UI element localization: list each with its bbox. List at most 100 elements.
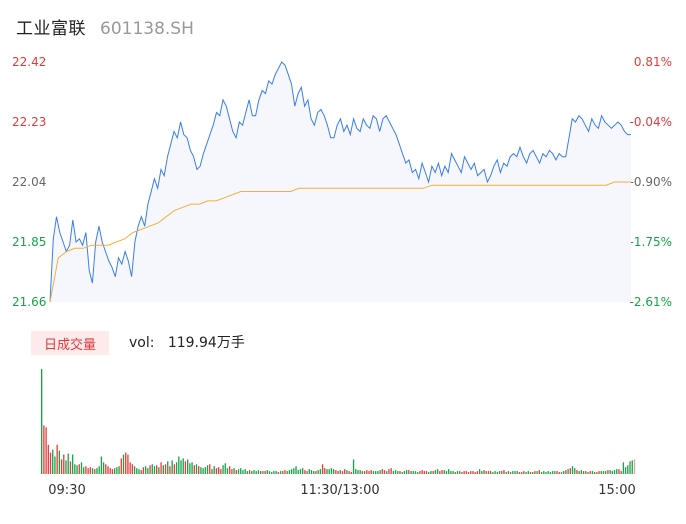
price-area-fill	[50, 62, 631, 302]
volume-bar	[213, 466, 215, 474]
volume-bar	[585, 471, 587, 474]
volume-bar	[100, 456, 103, 474]
volume-bar	[414, 471, 417, 474]
volume-bar	[151, 464, 153, 474]
volume-bar	[198, 466, 200, 474]
volume-bar	[565, 470, 567, 474]
volume-bar	[153, 466, 156, 474]
volume-bar	[339, 470, 341, 474]
volume-bar	[193, 465, 195, 474]
volume-bar	[304, 470, 306, 474]
volume-bar	[158, 467, 160, 474]
y-tick-left: 22.42	[12, 55, 46, 69]
volume-bar	[463, 471, 465, 474]
volume-bar	[445, 471, 448, 474]
volume-bar	[631, 460, 633, 474]
volume-bar	[487, 471, 490, 474]
volume-bar	[405, 470, 408, 474]
volume-bar	[328, 469, 330, 474]
y-tick-right: -0.90%	[630, 175, 672, 189]
volume-bar	[133, 466, 136, 474]
volume-bar	[246, 471, 249, 474]
volume-bar	[308, 469, 310, 474]
volume-bar	[609, 470, 611, 474]
volume-bar	[211, 469, 213, 474]
volume-bar	[242, 470, 244, 474]
volume-bar	[401, 472, 403, 474]
vol-label: vol:	[129, 335, 155, 351]
daily-volume-tab[interactable]: 日成交量	[31, 331, 109, 355]
volume-bar	[275, 471, 277, 474]
volume-bar	[481, 471, 483, 474]
volume-bar	[54, 456, 56, 474]
x-tick: 09:30	[48, 483, 85, 498]
volume-bar	[224, 463, 226, 474]
volume-bar	[313, 471, 315, 474]
volume-bar	[344, 469, 346, 474]
y-tick-right: -2.61%	[630, 295, 672, 309]
volume-bar	[41, 368, 43, 474]
volume-bar	[142, 467, 145, 474]
volume-bar	[580, 470, 583, 474]
volume-bar	[370, 470, 372, 474]
volume-bar	[122, 454, 125, 474]
volume-bar	[629, 461, 631, 474]
volume-bar	[169, 466, 171, 474]
volume-bar	[271, 472, 273, 474]
volume-bar	[563, 471, 565, 474]
volume-bar	[302, 468, 304, 474]
volume-bar	[297, 470, 299, 474]
volume-bar	[240, 468, 242, 474]
volume-bar	[381, 469, 383, 474]
volume-bar	[98, 466, 100, 474]
volume-bar	[543, 471, 545, 474]
volume-bar	[607, 470, 609, 474]
volume-bar	[49, 452, 52, 474]
volume-bar	[357, 470, 359, 474]
volume-bar	[633, 459, 636, 474]
volume-bar	[622, 462, 625, 474]
volume-bar	[593, 472, 596, 474]
y-tick-right: -0.04%	[630, 115, 672, 129]
volume-bar	[319, 469, 322, 474]
volume-bar	[131, 464, 134, 474]
volume-bar	[525, 472, 527, 474]
volume-bar	[120, 458, 122, 474]
y-tick-left: 21.85	[12, 235, 46, 249]
volume-bar	[514, 471, 516, 474]
volume-bar	[434, 470, 437, 474]
volume-bar	[452, 471, 454, 474]
volume-bar	[496, 472, 498, 474]
volume-bar	[217, 467, 220, 474]
average-price-line	[49, 181, 631, 303]
volume-bar	[501, 471, 503, 474]
volume-bar	[534, 471, 536, 474]
volume-bar	[587, 472, 589, 474]
volume-bar	[450, 471, 452, 474]
x-tick: 15:00	[598, 483, 635, 498]
volume-bar	[222, 465, 224, 474]
volume-bar	[611, 471, 613, 474]
volume-bar	[284, 470, 286, 474]
volume-bar	[180, 460, 182, 474]
volume-bar	[361, 471, 364, 474]
volume-bar	[164, 464, 167, 474]
volume-bar	[456, 471, 459, 474]
volume-bar	[598, 471, 600, 474]
volume-bar	[602, 471, 605, 474]
volume-bar	[235, 470, 237, 474]
volume-bar	[560, 472, 563, 474]
volume-bar	[167, 461, 169, 474]
volume-bar	[229, 466, 231, 474]
volume-bar	[578, 471, 580, 474]
volume-bar	[102, 462, 105, 474]
volume-bar	[282, 471, 284, 474]
volume-bar	[147, 468, 149, 474]
volume-bar	[403, 471, 406, 474]
volume-bar	[156, 465, 158, 474]
volume-bar	[52, 449, 54, 474]
volume-bar	[346, 470, 348, 474]
volume-bar	[129, 462, 131, 474]
volume-bar	[160, 462, 162, 474]
